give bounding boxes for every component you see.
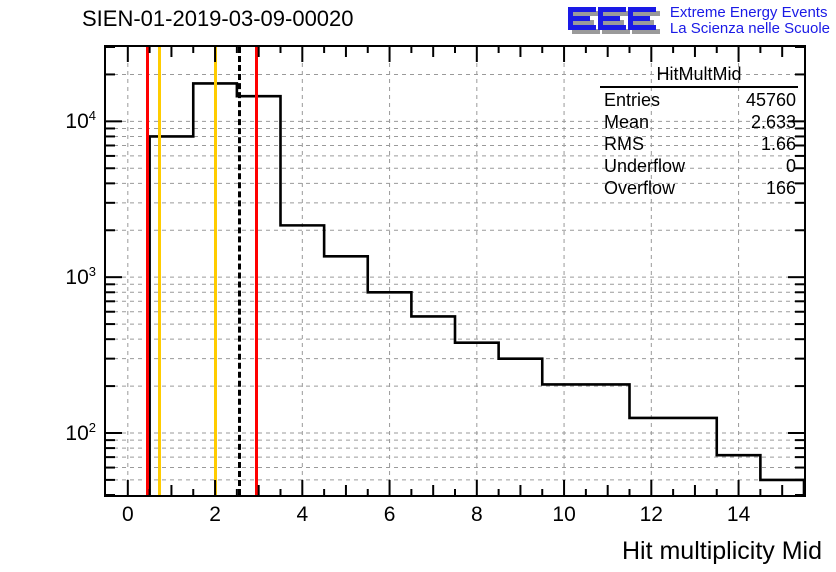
stats-row-mean: Mean 2.633 [596, 112, 802, 134]
stats-key: Entries [604, 90, 661, 110]
x-tick-label-12: 12 [639, 503, 663, 526]
stats-row-overflow: Overflow 166 [596, 178, 802, 200]
x-tick-label-8: 8 [470, 503, 483, 526]
stats-value: 166 [765, 177, 796, 198]
stats-value: 0 [785, 155, 796, 176]
stats-row-rms: RMS 1.66 [596, 134, 802, 156]
y-tick-label-2: 102 [65, 420, 96, 445]
red-line-low [145, 47, 149, 495]
x-tick-label-10: 10 [552, 503, 576, 526]
histogram-series [148, 82, 804, 495]
stats-value: 1.66 [760, 133, 796, 154]
x-tick-label-0: 0 [121, 503, 134, 526]
red-line-high [255, 47, 258, 495]
stats-value: 2.633 [750, 111, 796, 132]
x-tick-label-2: 2 [209, 503, 221, 526]
stats-box: HitMultMid Entries 45760 Mean 2.633 RMS 1.66 U… [596, 62, 802, 202]
stats-box-title: HitMultMid [600, 64, 798, 88]
stats-key: Underflow [604, 155, 686, 176]
stats-key: Overflow [604, 177, 676, 198]
axis-ticks [106, 46, 804, 496]
orange-line-high [213, 47, 217, 495]
stats-key: Mean [604, 111, 650, 132]
y-tick-label-4: 104 [65, 108, 96, 134]
eee-logo-line1: Extreme Energy Events [669, 3, 828, 21]
stats-value: 45760 [745, 90, 796, 110]
stats-row-entries: Entries 45760 [596, 90, 802, 112]
page-title: SIEN-01-2019-03-09-00020 [82, 6, 354, 31]
mean-line [237, 47, 241, 495]
histogram-step-path [148, 82, 804, 495]
y-tick-label-3: 103 [65, 264, 96, 290]
eee-logo-mark [566, 2, 662, 40]
x-tick-label-6: 6 [383, 503, 396, 526]
x-tick-label-4: 4 [296, 503, 309, 526]
stats-key: RMS [604, 133, 644, 154]
eee-logo-text: Extreme Energy Events La Scienza nelle S… [669, 3, 830, 37]
plot-inner [106, 47, 804, 495]
orange-line-low [158, 47, 162, 495]
x-axis-title: Hit multiplicity Mid [621, 537, 822, 565]
eee-logo: Extreme Energy Events La Scienza nelle S… [566, 2, 830, 40]
histogram-plot-frame [104, 45, 806, 497]
stats-box-rows: Entries 45760 Mean 2.633 RMS 1.66 Underflow 0 Ov… [596, 90, 802, 200]
stats-row-underflow: Underflow 0 [596, 156, 802, 178]
eee-logo-line2: La Scienza nelle Scuole [669, 20, 830, 37]
x-tick-label-14: 14 [726, 503, 751, 526]
